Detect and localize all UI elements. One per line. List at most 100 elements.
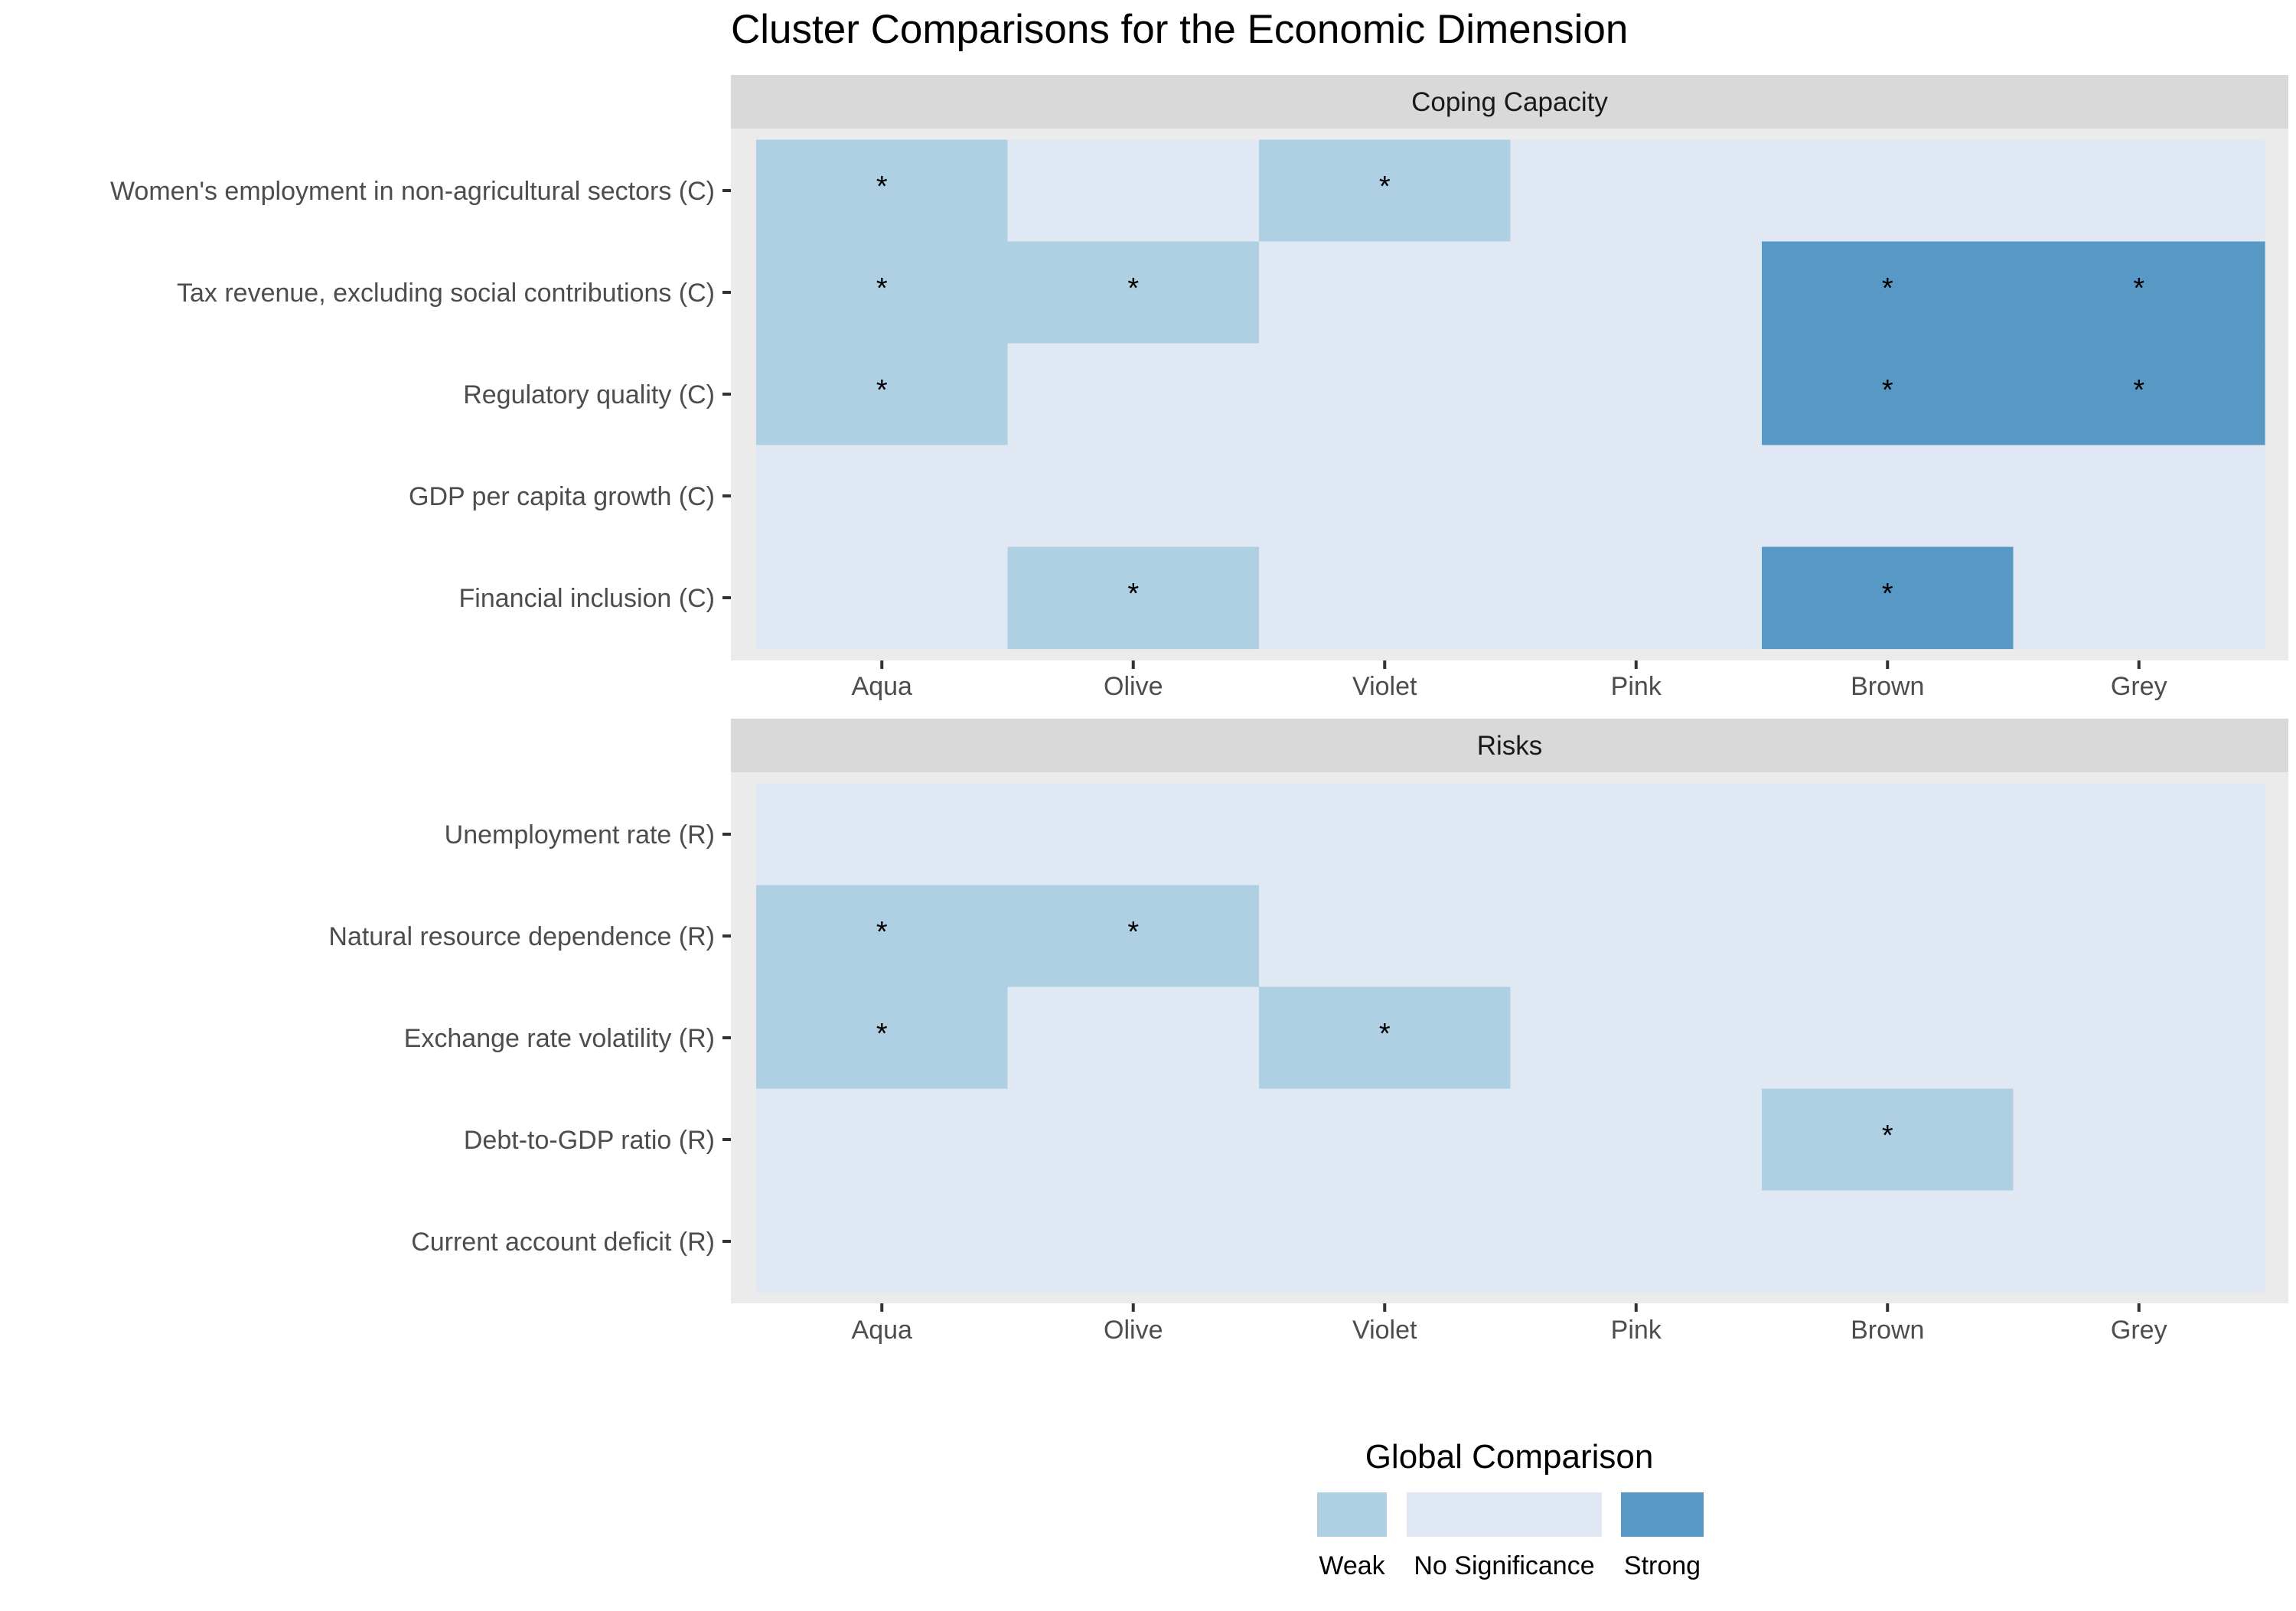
- y-tick-label: Exchange rate volatility (R): [404, 1024, 715, 1053]
- heatmap-cell: [2013, 343, 2265, 446]
- heatmap-cell: [1510, 1190, 1763, 1293]
- heatmap-cell: [1762, 445, 2014, 548]
- heatmap-cell: [1510, 1088, 1763, 1192]
- heatmap-cell: [1259, 139, 1512, 243]
- x-tick-label: Brown: [1851, 672, 1924, 701]
- heatmap-cell: [1510, 343, 1763, 446]
- significance-mark: *: [1379, 1018, 1391, 1050]
- heatmap-cell: [1007, 1088, 1260, 1192]
- heatmap-cell: [2013, 546, 2265, 650]
- x-tick-label: Aqua: [852, 1316, 912, 1345]
- heatmap-cell: [1259, 445, 1512, 548]
- legend-title: Global Comparison: [1365, 1438, 1654, 1476]
- y-tick-label: Current account deficit (R): [411, 1228, 715, 1257]
- heatmap-cell: [1007, 1190, 1260, 1293]
- x-tick-label: Pink: [1611, 672, 1662, 701]
- y-tick-label: Regulatory quality (C): [463, 380, 715, 409]
- heatmap-cell: [756, 986, 1009, 1090]
- panel-strip: [731, 719, 2288, 772]
- y-tick-label: Financial inclusion (C): [459, 584, 715, 613]
- y-tick-label: Women's employment in non-agricultural s…: [110, 177, 715, 206]
- heatmap-cell: [756, 343, 1009, 446]
- panel-strip: [731, 75, 2288, 129]
- heatmap-cell: [756, 1190, 1009, 1293]
- y-tick-label: Unemployment rate (R): [445, 820, 715, 850]
- panel-strip-label: Coping Capacity: [1411, 87, 1608, 117]
- significance-mark: *: [876, 374, 888, 406]
- heatmap-cell: [756, 241, 1009, 344]
- heatmap-cell: [1762, 885, 2014, 988]
- x-tick-label: Violet: [1352, 1316, 1417, 1345]
- y-tick-label: GDP per capita growth (C): [409, 482, 715, 511]
- heatmap-cell: [1510, 546, 1763, 650]
- heatmap-cell: [2013, 241, 2265, 344]
- heatmap-cell: [1259, 986, 1512, 1090]
- legend-label-weak: Weak: [1319, 1551, 1385, 1580]
- significance-mark: *: [1882, 1120, 1893, 1152]
- significance-mark: *: [1127, 578, 1139, 610]
- heatmap-cell: [1259, 1190, 1512, 1293]
- heatmap-cell: [2013, 1190, 2265, 1293]
- heatmap-cell: [756, 783, 1009, 886]
- legend-label-no-significance: No Significance: [1414, 1551, 1594, 1580]
- panel-strip-label: Risks: [1477, 731, 1543, 761]
- heatmap-cell: [1259, 241, 1512, 344]
- significance-mark: *: [2133, 374, 2144, 406]
- heatmap-cell: [756, 1088, 1009, 1192]
- heatmap-cell: [756, 885, 1009, 988]
- x-tick-label: Violet: [1352, 672, 1417, 701]
- panels-layer: Coping Capacity * * Women's employment in n…: [110, 75, 2288, 1345]
- heatmap-cell: [2013, 885, 2265, 988]
- x-tick-label: Pink: [1611, 1316, 1662, 1345]
- legend-key-strong: [1621, 1492, 1704, 1537]
- heatmap-cell: [1510, 139, 1763, 243]
- heatmap-cell: [2013, 783, 2265, 886]
- y-tick-label: Tax revenue, excluding social contributi…: [177, 279, 715, 308]
- y-tick-label: Natural resource dependence (R): [328, 922, 715, 951]
- heatmap-cell: [1007, 885, 1260, 988]
- heatmap-cell: [2013, 986, 2265, 1090]
- heatmap-cell: [2013, 445, 2265, 548]
- heatmap-cell: [1259, 343, 1512, 446]
- x-tick-label: Aqua: [852, 672, 912, 701]
- heatmap-cell: [1007, 139, 1260, 243]
- heatmap-cell: [1007, 343, 1260, 446]
- heatmap-cell: [2013, 1088, 2265, 1192]
- heatmap-cell: [1762, 1190, 2014, 1293]
- significance-mark: *: [876, 916, 888, 948]
- heatmap-cell: [756, 445, 1009, 548]
- heatmap-cell: [1762, 986, 2014, 1090]
- x-tick-label: Grey: [2111, 1316, 2167, 1345]
- heatmap-cell: [756, 139, 1009, 243]
- heatmap-cell: [1510, 445, 1763, 548]
- significance-mark: *: [876, 272, 888, 305]
- heatmap-cell: [1510, 241, 1763, 344]
- heatmap-cell: [1510, 885, 1763, 988]
- significance-mark: *: [1127, 916, 1139, 948]
- heatmap-cell: [1007, 546, 1260, 650]
- significance-mark: *: [876, 171, 888, 203]
- legend-key-weak: [1317, 1492, 1387, 1537]
- y-tick-label: Debt-to-GDP ratio (R): [464, 1126, 715, 1155]
- panel-coping-capacity: Coping Capacity * * Women's employment in n…: [110, 75, 2288, 701]
- heatmap-cell: [1007, 783, 1260, 886]
- heatmap-cell: [1259, 1088, 1512, 1192]
- significance-mark: *: [1882, 272, 1893, 305]
- panel-risks: Risks Unemployment rate (R) * * Natural reso…: [328, 719, 2288, 1345]
- heatmap-cell: [1762, 783, 2014, 886]
- significance-mark: *: [1882, 374, 1893, 406]
- heatmap-cell: [2013, 139, 2265, 243]
- heatmap-cell: [1762, 546, 2014, 650]
- significance-mark: *: [2133, 272, 2144, 305]
- significance-mark: *: [1379, 171, 1391, 203]
- heatmap-cell: [756, 546, 1009, 650]
- heatmap-cell: [1007, 241, 1260, 344]
- legend-key-no-significance: [1407, 1492, 1602, 1537]
- x-tick-label: Olive: [1104, 672, 1163, 701]
- heatmap-cell: [1762, 343, 2014, 446]
- heatmap-cell: [1510, 783, 1763, 886]
- heatmap-cell: [1007, 445, 1260, 548]
- heatmap-cell: [1007, 986, 1260, 1090]
